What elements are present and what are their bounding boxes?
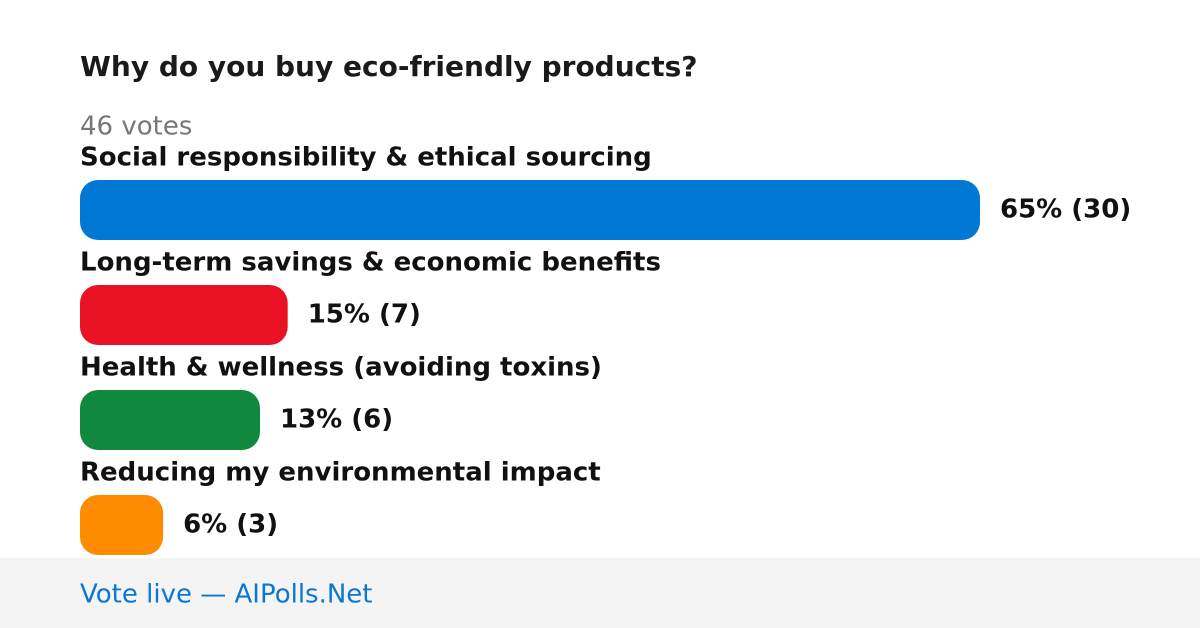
vote-count: 46 votes: [80, 112, 192, 142]
poll-title: Why do you buy eco-friendly products?: [80, 50, 698, 83]
footer-link[interactable]: Vote live — AIPolls.Net: [80, 580, 373, 610]
option-label: Social responsibility & ethical sourcing: [80, 143, 652, 173]
option-label: Long-term savings & economic benefits: [80, 248, 661, 278]
option-label: Health & wellness (avoiding toxins): [80, 353, 602, 383]
value-label: 65% (30): [1000, 195, 1131, 225]
bar: [80, 495, 164, 555]
value-label: 15% (7): [308, 300, 421, 330]
bar: [80, 285, 288, 345]
footer-band: [0, 558, 1200, 628]
option-label: Reducing my environmental impact: [80, 458, 601, 488]
bar: [80, 390, 260, 450]
bar: [80, 180, 980, 240]
value-label: 13% (6): [280, 405, 393, 435]
value-label: 6% (3): [183, 510, 278, 540]
